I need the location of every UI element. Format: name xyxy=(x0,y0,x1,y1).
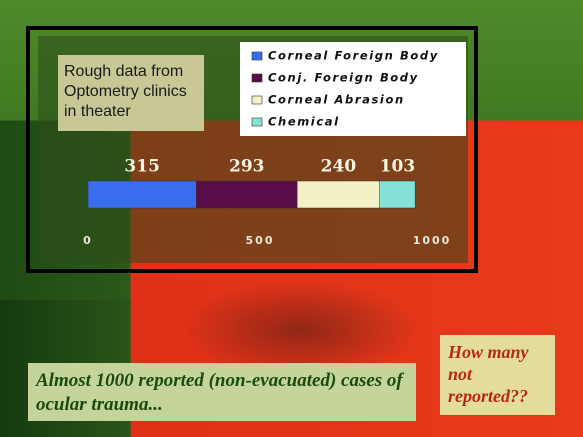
x-tick-label: 1000 xyxy=(413,234,452,247)
caption-box: Almost 1000 reported (non-evacuated) cas… xyxy=(28,363,416,421)
bar-segment xyxy=(296,180,380,209)
data-label: 315 xyxy=(124,157,160,177)
legend-swatch xyxy=(251,73,263,83)
legend-label: Corneal Abrasion xyxy=(268,93,405,107)
bar-segment xyxy=(379,180,416,209)
data-label: 103 xyxy=(380,157,416,177)
bar-segment xyxy=(87,180,197,209)
legend-swatch xyxy=(251,51,263,61)
note-box: Rough data from Optometry clinics in the… xyxy=(58,55,204,131)
legend-label: Conj. Foreign Body xyxy=(268,71,419,85)
legend-swatch xyxy=(251,95,263,105)
bar-segment xyxy=(196,180,298,209)
chart-frame xyxy=(26,26,478,273)
legend-swatch xyxy=(251,117,263,127)
data-label: 293 xyxy=(229,157,265,177)
legend-label: Corneal Foreign Body xyxy=(268,49,439,63)
legend-label: Chemical xyxy=(268,115,340,129)
question-box: How many not reported?? xyxy=(440,335,555,415)
legend-box xyxy=(240,42,466,136)
data-label: 240 xyxy=(321,157,357,177)
x-tick-label: 0 xyxy=(83,234,93,247)
x-tick-label: 500 xyxy=(246,234,275,247)
